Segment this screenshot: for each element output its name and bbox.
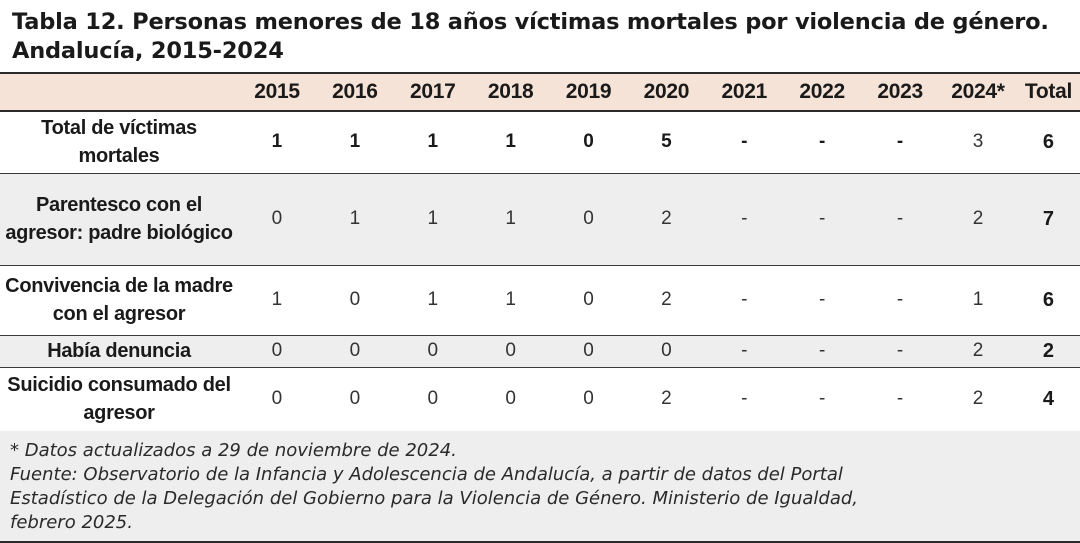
table-cell: 0 <box>238 335 316 368</box>
header-cell-total: Total <box>1016 72 1080 112</box>
header-cell-2018: 2018 <box>471 72 550 112</box>
table-cell: 3 <box>939 111 1017 174</box>
table-row: Parentesco con el agresor: padre biológi… <box>0 173 1080 266</box>
table-cell: - <box>783 265 862 336</box>
table-cell: 0 <box>315 367 394 432</box>
table-cell: 0 <box>549 111 628 174</box>
table-cell: 1 <box>393 173 472 266</box>
table-cell: - <box>861 111 940 174</box>
header-cell-2017: 2017 <box>393 72 472 112</box>
row-label: Total de víctimas mortales <box>0 111 239 174</box>
table-cell: - <box>705 335 784 368</box>
header-row: 2015 2016 2017 2018 2019 2020 2021 2022 … <box>0 72 1080 112</box>
table-cell: 0 <box>471 335 550 368</box>
table-row: Suicidio consumado del agresor 0 0 0 0 0… <box>0 367 1080 432</box>
table-cell: 1 <box>315 111 394 174</box>
table-cell: 1 <box>393 111 472 174</box>
note-source-line-1: Fuente: Observatorio de la Infancia y Ad… <box>10 464 843 485</box>
header-cell-2022: 2022 <box>783 72 862 112</box>
table-cell: - <box>705 265 784 336</box>
table-cell: 0 <box>471 367 550 432</box>
note-source-line-3: febrero 2025. <box>10 512 133 533</box>
row-label: Convivencia de la madre con el agresor <box>0 265 239 336</box>
table-title-line-1: Tabla 12. Personas menores de 18 años ví… <box>12 9 1049 35</box>
data-table: 2015 2016 2017 2018 2019 2020 2021 2022 … <box>0 72 1080 432</box>
table-cell: 2 <box>627 265 706 336</box>
table-cell: 1 <box>939 265 1017 336</box>
table-cell: 2 <box>627 367 706 432</box>
table-cell: - <box>861 335 940 368</box>
table-cell: 1 <box>238 265 316 336</box>
row-label: Suicidio consumado del agresor <box>0 367 239 432</box>
row-label: Había denuncia <box>0 335 239 368</box>
table-cell: 2 <box>627 173 706 266</box>
table-cell: 0 <box>549 335 628 368</box>
table-cell: - <box>861 173 940 266</box>
table-cell: - <box>783 335 862 368</box>
table-cell-total: 4 <box>1016 367 1080 432</box>
table-cell: - <box>783 367 862 432</box>
table-cell-total: 6 <box>1016 265 1080 336</box>
table-cell-total: 6 <box>1016 111 1080 174</box>
row-label: Parentesco con el agresor: padre biológi… <box>0 173 239 266</box>
table-cell: 1 <box>315 173 394 266</box>
table-cell: 0 <box>549 265 628 336</box>
table-cell: - <box>705 111 784 174</box>
table-cell: 0 <box>549 173 628 266</box>
table-cell: - <box>783 173 862 266</box>
table-cell: 0 <box>393 367 472 432</box>
table-cell-total: 2 <box>1016 335 1080 368</box>
table-title-line-2: Andalucía, 2015-2024 <box>12 38 284 64</box>
table-cell: 1 <box>471 265 550 336</box>
table-cell: 1 <box>393 265 472 336</box>
table-cell: 2 <box>939 173 1017 266</box>
header-cell-2024: 2024* <box>939 72 1017 112</box>
table-row: Convivencia de la madre con el agresor 1… <box>0 265 1080 336</box>
table-cell: 0 <box>627 335 706 368</box>
table-cell: 0 <box>393 335 472 368</box>
table-cell: 2 <box>939 367 1017 432</box>
table-title: Tabla 12. Personas menores de 18 años ví… <box>12 8 1072 66</box>
table-row: Había denuncia 0 0 0 0 0 0 - - - 2 2 <box>0 335 1080 368</box>
table-cell: 0 <box>238 173 316 266</box>
header-cell-2020: 2020 <box>627 72 706 112</box>
table-cell: 0 <box>549 367 628 432</box>
header-cell-2023: 2023 <box>861 72 940 112</box>
table-cell: - <box>783 111 862 174</box>
header-cell-2016: 2016 <box>315 72 394 112</box>
note-source-line-2: Estadístico de la Delegación del Gobiern… <box>10 488 859 509</box>
table-cell-total: 7 <box>1016 173 1080 266</box>
table-cell: - <box>705 173 784 266</box>
table-cell: 0 <box>238 367 316 432</box>
table-cell: - <box>861 367 940 432</box>
table-cell: 0 <box>315 265 394 336</box>
table-cell: 1 <box>471 111 550 174</box>
header-cell-label <box>0 72 239 112</box>
table-notes: * Datos actualizados a 29 de noviembre d… <box>0 431 1080 543</box>
table-row: Total de víctimas mortales 1 1 1 1 0 5 -… <box>0 111 1080 174</box>
header-cell-2019: 2019 <box>549 72 628 112</box>
header-cell-2021: 2021 <box>705 72 784 112</box>
table-cell: 5 <box>627 111 706 174</box>
table-cell: - <box>861 265 940 336</box>
header-cell-2015: 2015 <box>238 72 316 112</box>
table-cell: 0 <box>315 335 394 368</box>
table-cell: 2 <box>939 335 1017 368</box>
note-footnote: * Datos actualizados a 29 de noviembre d… <box>10 440 457 461</box>
table-cell: 1 <box>471 173 550 266</box>
table-cell: - <box>705 367 784 432</box>
table-cell: 1 <box>238 111 316 174</box>
